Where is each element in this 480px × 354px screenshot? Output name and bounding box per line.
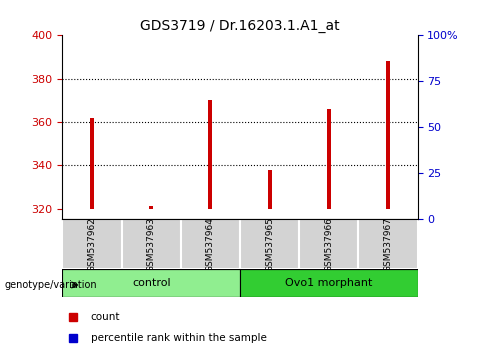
Text: GSM537963: GSM537963 (147, 217, 156, 272)
FancyBboxPatch shape (181, 219, 240, 269)
Bar (208, 101, 213, 209)
FancyBboxPatch shape (62, 269, 240, 297)
FancyBboxPatch shape (240, 269, 418, 297)
Text: control: control (132, 278, 170, 288)
Text: GSM537964: GSM537964 (206, 217, 215, 272)
Text: genotype/variation: genotype/variation (5, 280, 97, 290)
Text: percentile rank within the sample: percentile rank within the sample (91, 332, 267, 343)
Text: GSM537962: GSM537962 (87, 217, 96, 272)
Bar (327, 109, 331, 209)
Bar (386, 61, 390, 209)
FancyBboxPatch shape (240, 219, 299, 269)
Text: Ovo1 morphant: Ovo1 morphant (285, 278, 372, 288)
Bar (267, 170, 272, 209)
FancyBboxPatch shape (121, 219, 181, 269)
Text: count: count (91, 312, 120, 322)
Bar (90, 118, 94, 209)
Bar (149, 206, 153, 209)
FancyBboxPatch shape (359, 219, 418, 269)
FancyBboxPatch shape (62, 219, 121, 269)
Text: GSM537967: GSM537967 (384, 217, 393, 272)
Title: GDS3719 / Dr.16203.1.A1_at: GDS3719 / Dr.16203.1.A1_at (140, 19, 340, 33)
FancyBboxPatch shape (299, 219, 359, 269)
Text: GSM537966: GSM537966 (324, 217, 333, 272)
Text: GSM537965: GSM537965 (265, 217, 274, 272)
